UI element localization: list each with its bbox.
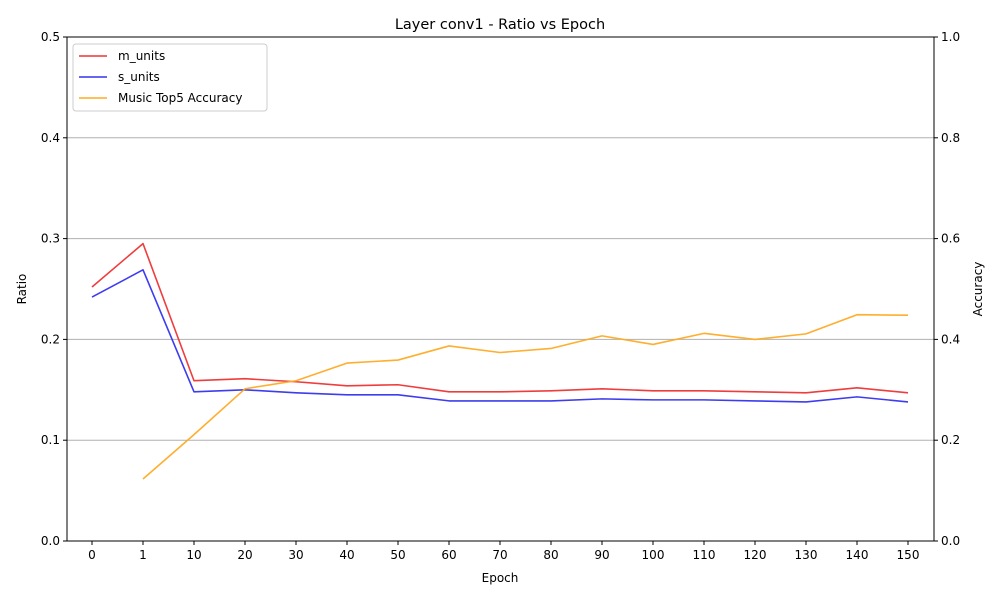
x-tick-label: 140 [846, 548, 869, 562]
y2-tick-label: 0.8 [941, 131, 960, 145]
y2-tick-label: 0.0 [941, 534, 960, 548]
y-tick-label: 0.1 [41, 433, 60, 447]
x-tick-label: 90 [594, 548, 609, 562]
legend-box [72, 43, 268, 112]
y2-tick-label: 0.4 [941, 332, 960, 346]
legend: m_units s_units Music Top5 Accuracy [72, 43, 268, 112]
x-tick-label: 10 [186, 548, 201, 562]
y-tick-label: 0.0 [41, 534, 60, 548]
x-tick-label: 50 [390, 548, 405, 562]
x-tick-label: 70 [492, 548, 507, 562]
x-tick-label: 1 [139, 548, 147, 562]
x-tick-label: 40 [339, 548, 354, 562]
plot-area-frame [66, 36, 935, 542]
y-tick-label: 0.4 [41, 131, 60, 145]
x-tick-label: 0 [88, 548, 96, 562]
x-tick-label: 150 [897, 548, 920, 562]
series-layer [91, 242, 909, 480]
y-axis-left: 0.0 0.1 0.2 0.3 0.4 0.5 [41, 30, 67, 548]
x-axis-title: Epoch [482, 571, 519, 585]
x-tick-label: 130 [795, 548, 818, 562]
y2-tick-label: 0.2 [941, 433, 960, 447]
y2-axis-title: Accuracy [971, 262, 985, 317]
y2-tick-label: 0.6 [941, 232, 960, 246]
y-axis-title: Ratio [15, 274, 29, 305]
x-tick-label: 30 [288, 548, 303, 562]
x-tick-label: 60 [441, 548, 456, 562]
y2-tick-label: 1.0 [941, 30, 960, 44]
x-axis: 0 1 10 20 30 40 50 60 70 80 90 100 110 120 130 140 150 [88, 541, 919, 562]
x-tick-label: 20 [237, 548, 252, 562]
legend-label: Music Top5 Accuracy [118, 91, 242, 105]
y-tick-label: 0.3 [41, 232, 60, 246]
x-tick-label: 110 [693, 548, 716, 562]
legend-label: s_units [118, 70, 160, 84]
grid-lines [67, 137, 934, 441]
y-axis-right: 0.0 0.2 0.4 0.6 0.8 1.0 [934, 30, 960, 548]
y-tick-label: 0.2 [41, 332, 60, 346]
x-tick-label: 80 [543, 548, 558, 562]
series-line-m-units [91, 242, 909, 394]
x-tick-label: 120 [744, 548, 767, 562]
legend-label: m_units [118, 49, 165, 63]
series-line-music-top5-accuracy [142, 313, 909, 480]
x-tick-label: 100 [642, 548, 665, 562]
y-tick-label: 0.5 [41, 30, 60, 44]
chart-title: Layer conv1 - Ratio vs Epoch [395, 17, 605, 33]
series-line-s-units [91, 269, 909, 403]
